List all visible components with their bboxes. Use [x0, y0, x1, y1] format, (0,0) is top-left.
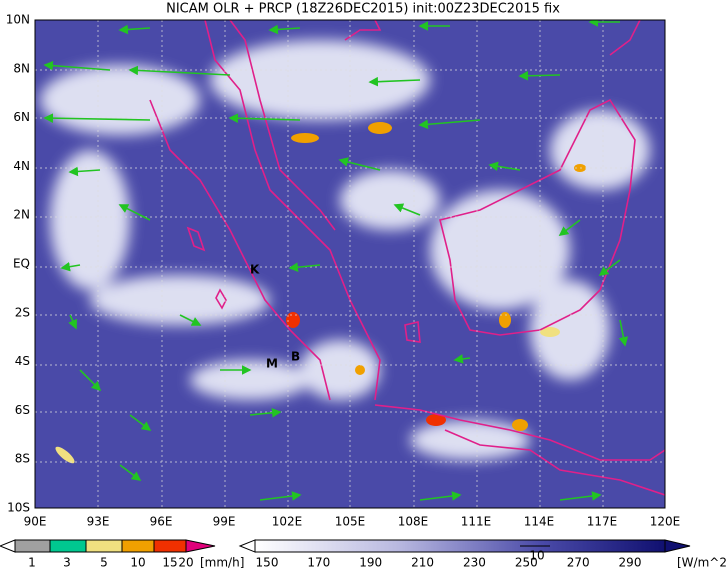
place-marker: M — [266, 357, 278, 371]
lat-label: 4N — [13, 159, 30, 173]
precip-scale-label: 1 — [28, 556, 36, 570]
map-frame — [34, 19, 666, 509]
lon-label: 105E — [335, 515, 366, 529]
precip-scale-label: 3 — [63, 556, 71, 570]
olr-scale-label: 150 — [256, 556, 279, 570]
lon-label: 93E — [87, 515, 110, 529]
olr-scale-label: 270 — [567, 556, 590, 570]
lon-label: 90E — [24, 515, 47, 529]
olr-scale-label: 210 — [411, 556, 434, 570]
precip-scale-labels: 1 3 5 10 15 20 — [28, 556, 193, 570]
lon-label: 120E — [650, 515, 681, 529]
lat-label: 4S — [15, 354, 30, 368]
lon-label: 111E — [461, 515, 492, 529]
precip-scale-label: 5 — [100, 556, 108, 570]
olr-scale-label: 230 — [463, 556, 486, 570]
lat-labels: 10N 8N 6N 4N 2N EQ 2S 4S 6S 8S 10S — [6, 13, 30, 515]
lon-label: 114E — [524, 515, 555, 529]
lon-labels: 90E 93E 96E 99E 102E 105E 108E 111E 114E 117E 120E — [24, 515, 681, 529]
lat-label: 6N — [13, 110, 30, 124]
lat-label: EQ — [13, 257, 30, 271]
place-marker: B — [291, 350, 300, 364]
olr-scale-labels: 150 170 190 210 230 250 270 290 — [256, 556, 642, 570]
lat-label: 10S — [7, 501, 30, 515]
lat-label: 8S — [15, 452, 30, 466]
lat-label: 2S — [15, 305, 30, 319]
map-title: NICAM OLR + PRCP (18Z26DEC2015) init:00Z… — [166, 2, 560, 17]
lat-label: 6S — [15, 403, 30, 417]
olr-unit: [W/m^2] — [677, 556, 726, 570]
precip-unit: [mm/h] — [200, 556, 244, 570]
lat-label: 10N — [6, 13, 30, 27]
place-marker: K — [250, 263, 260, 277]
grid — [35, 20, 665, 508]
lat-label: 8N — [13, 61, 30, 75]
vector-reference: 10 — [529, 549, 544, 563]
olr-scale-label: 190 — [359, 556, 382, 570]
lon-label: 117E — [587, 515, 618, 529]
precip-scale-label: 15 — [162, 556, 177, 570]
olr-scale-label: 290 — [619, 556, 642, 570]
wind-vectors — [43, 20, 629, 501]
olr-colorbar — [238, 539, 691, 553]
lon-label: 96E — [150, 515, 173, 529]
precip-scale-label: 20 — [178, 556, 193, 570]
lon-label: 99E — [213, 515, 236, 529]
precip-colorbar — [0, 539, 216, 553]
lon-label: 102E — [272, 515, 303, 529]
olr-scale-label: 170 — [307, 556, 330, 570]
map-area — [35, 20, 665, 508]
lat-label: 2N — [13, 208, 30, 222]
precip-scale-label: 10 — [130, 556, 145, 570]
olr-scale-label: 250 — [515, 556, 538, 570]
lon-label: 108E — [398, 515, 429, 529]
